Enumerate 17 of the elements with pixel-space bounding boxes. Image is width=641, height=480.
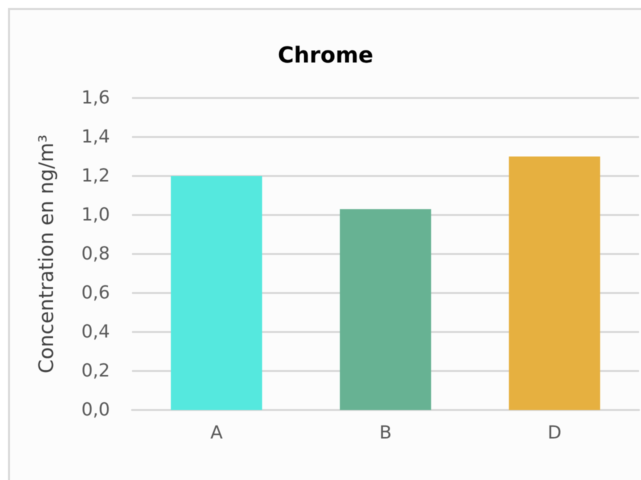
bar (340, 209, 432, 410)
y-tick-label: 0,6 (81, 282, 110, 304)
y-tick-label: 0,2 (81, 360, 110, 382)
x-tick-label: B (379, 422, 392, 444)
y-tick-label: 1,0 (81, 204, 110, 226)
y-tick-label: 0,0 (81, 400, 110, 420)
y-tick-label: 0,4 (81, 322, 110, 342)
bar (508, 156, 600, 410)
y-axis-title: Concentration en ng/m³ (34, 134, 58, 374)
y-tick-label: 1,6 (81, 88, 110, 108)
chart-title: Chrome (278, 44, 374, 68)
x-tick-label: D (548, 422, 562, 444)
bar (170, 176, 262, 410)
y-tick-label: 1,4 (81, 126, 110, 148)
x-tick-label: A (210, 422, 224, 444)
y-tick-label: 1,2 (81, 166, 110, 186)
y-tick-label: 0,8 (81, 244, 110, 264)
